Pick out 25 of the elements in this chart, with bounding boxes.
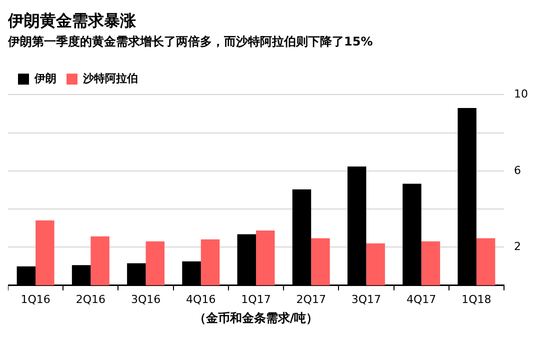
bar xyxy=(311,238,330,286)
x-tick-label: 1Q18 xyxy=(462,292,492,306)
y-tick-label: 2 xyxy=(514,240,522,254)
bar xyxy=(90,236,110,286)
x-tick-label: 3Q17 xyxy=(351,292,382,306)
bar xyxy=(36,220,54,286)
bar xyxy=(146,241,165,286)
legend-label: 沙特阿拉伯 xyxy=(82,72,138,85)
x-tick-label: 2Q16 xyxy=(76,292,106,306)
bar xyxy=(476,238,496,286)
x-tick-label: 1Q17 xyxy=(241,292,271,306)
y-tick-label: 10 xyxy=(514,87,528,100)
bar xyxy=(421,241,440,286)
bar xyxy=(366,243,385,286)
x-axis-title: （金币和金条需求/吨） xyxy=(194,310,318,325)
x-tick-label: 4Q17 xyxy=(406,292,436,306)
legend-label: 伊朗 xyxy=(34,72,56,85)
bar xyxy=(256,230,275,286)
x-tick-label: 4Q16 xyxy=(186,292,216,306)
chart-subtitle: 伊朗第一季度的黄金需求增长了两倍多，而沙特阿拉伯则下降了15% xyxy=(7,34,373,49)
x-tick-label: 3Q16 xyxy=(130,292,161,306)
x-tick-label: 2Q17 xyxy=(296,292,326,306)
y-tick-label: 6 xyxy=(514,164,522,177)
bar xyxy=(200,239,220,286)
x-tick-label: 1Q16 xyxy=(20,292,50,306)
